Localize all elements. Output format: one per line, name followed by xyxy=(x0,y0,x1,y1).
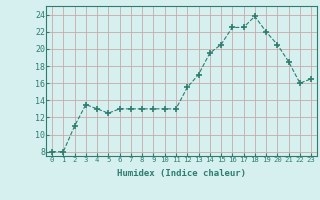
X-axis label: Humidex (Indice chaleur): Humidex (Indice chaleur) xyxy=(117,169,246,178)
